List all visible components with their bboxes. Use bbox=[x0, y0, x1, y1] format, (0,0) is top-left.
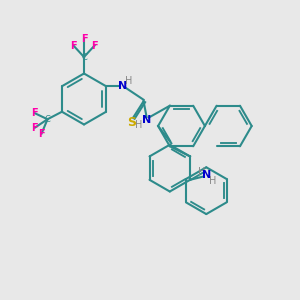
Text: H: H bbox=[125, 76, 133, 86]
Text: F: F bbox=[38, 129, 45, 139]
Text: C: C bbox=[81, 52, 87, 62]
Text: N: N bbox=[202, 170, 211, 180]
Text: C: C bbox=[45, 115, 50, 124]
Text: H: H bbox=[209, 176, 217, 186]
Text: F: F bbox=[91, 40, 98, 51]
Text: S: S bbox=[127, 116, 136, 129]
Text: F: F bbox=[81, 34, 87, 44]
Text: F: F bbox=[32, 108, 38, 118]
Text: N: N bbox=[142, 115, 151, 125]
Text: H: H bbox=[135, 120, 143, 130]
Text: N: N bbox=[118, 81, 127, 91]
Text: H: H bbox=[198, 167, 206, 177]
Text: F: F bbox=[70, 40, 77, 51]
Text: F: F bbox=[32, 123, 38, 133]
